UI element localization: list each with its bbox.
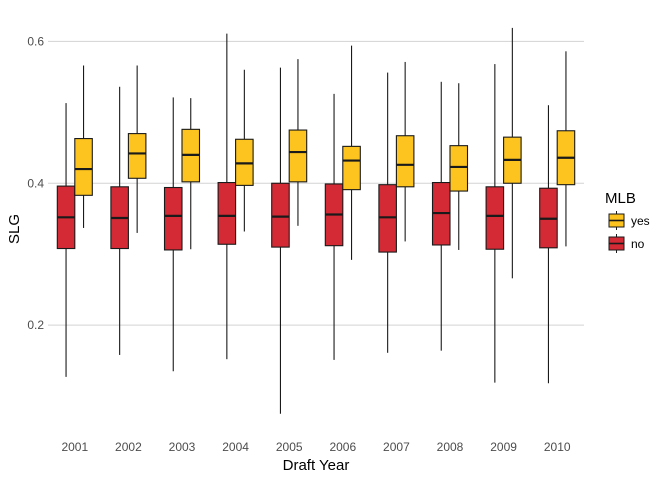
y-axis-title: SLG	[6, 214, 23, 244]
x-tick-label: 2002	[115, 440, 142, 454]
box-no-2006	[324, 93, 344, 360]
box-no-2007	[378, 72, 397, 353]
legend-label: yes	[631, 214, 650, 228]
legend-keys: yes no	[608, 211, 650, 253]
box-body	[449, 145, 469, 192]
legend-label: no	[631, 237, 645, 251]
box-layer	[56, 27, 576, 414]
x-tick-label: 2004	[222, 440, 249, 454]
box-yes-2008	[449, 83, 469, 250]
y-tick-label: 0.4	[27, 176, 44, 190]
box-no-2009	[485, 64, 505, 383]
x-tick-label: 2005	[276, 440, 303, 454]
box-body	[288, 129, 308, 183]
box-yes-2001	[74, 65, 93, 228]
legend-item-yes: yes	[608, 211, 650, 230]
box-body	[395, 135, 415, 188]
legend-title: MLB	[605, 190, 636, 207]
box-yes-2007	[395, 61, 415, 242]
y-tick-label: 0.6	[27, 34, 44, 48]
box-no-2008	[431, 81, 451, 351]
x-tick-label: 2003	[169, 440, 196, 454]
box-no-2010	[539, 105, 558, 384]
x-tick-labels: 2001 2002 2003 2004 2005 2006 2007 2008 2009 2010	[61, 440, 570, 454]
x-axis-title: Draft Year	[283, 457, 350, 474]
legend: MLB yes no	[605, 190, 650, 253]
box-body	[485, 186, 505, 250]
x-tick-label: 2009	[490, 440, 517, 454]
box-yes-2003	[181, 98, 201, 250]
box-yes-2006	[342, 45, 361, 260]
legend-item-no: no	[608, 234, 645, 253]
box-yes-2010	[556, 51, 576, 247]
box-body	[342, 145, 361, 191]
box-yes-2002	[127, 65, 147, 233]
box-yes-2009	[503, 27, 522, 279]
box-no-2005	[271, 67, 290, 414]
box-body	[217, 181, 237, 245]
box-no-2003	[163, 97, 183, 372]
x-tick-label: 2008	[437, 440, 464, 454]
x-tick-label: 2001	[61, 440, 88, 454]
x-tick-label: 2006	[329, 440, 356, 454]
box-no-2002	[110, 86, 129, 355]
box-body	[271, 182, 290, 248]
y-tick-labels: 0.2 0.4 0.6	[27, 34, 44, 332]
y-tick-label: 0.2	[27, 318, 44, 332]
box-body	[127, 133, 147, 179]
x-tick-label: 2007	[383, 440, 410, 454]
box-body	[74, 138, 93, 196]
x-tick-label: 2010	[544, 440, 571, 454]
box-body	[163, 186, 183, 251]
box-yes-2004	[235, 69, 254, 232]
box-no-2001	[56, 103, 76, 377]
box-yes-2005	[288, 59, 308, 226]
box-no-2004	[217, 33, 237, 360]
